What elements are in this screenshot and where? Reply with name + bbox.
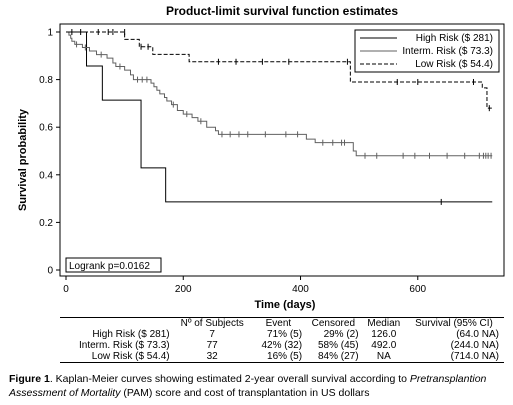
header-survival-ci: Survival (95% CI) (415, 318, 493, 329)
header-event: Event (265, 318, 292, 329)
header-group (62, 318, 173, 329)
table-row: High Risk ($ 281) 7 71% (5) 29% (2) 126.… (62, 329, 502, 340)
logrank-box (65, 257, 162, 273)
caption-label: Figure 1 (9, 373, 50, 385)
row-subjects: 32 (206, 351, 218, 362)
table-row: Low Risk ($ 54.4) 32 16% (5) 84% (27) NA… (62, 351, 502, 362)
km-chart: Product-limit survival function estimate… (17, 4, 505, 311)
row-median: 492.0 (371, 340, 397, 351)
table-row: Interm. Risk ($ 73.3) 77 42% (32) 58% (4… (62, 340, 502, 351)
legend-label-high-risk: High Risk ($ 281) (416, 33, 493, 44)
logrank-text: Logrank p=0.0162 (69, 261, 150, 272)
legend-label-interm-risk: Interm. Risk ($ 73.3) (402, 46, 493, 57)
row-label: Low Risk ($ 54.4) (91, 351, 170, 362)
y-axis-label: Survival probability (17, 108, 29, 211)
x-tick-label: 0 (63, 284, 69, 295)
y-tick-label: 0.6 (39, 123, 53, 134)
series-line-high-risk (66, 31, 493, 203)
row-median: NA (376, 351, 391, 362)
table-bottom-rule (60, 362, 504, 363)
row-subjects: 77 (206, 340, 218, 351)
series-line-interm-risk (66, 31, 493, 157)
figure-caption: Figure 1. Kaplan-Meier curves showing es… (9, 372, 507, 400)
row-event: 71% (5) (267, 329, 303, 340)
row-survival-ci: (244.0 NA) (450, 340, 499, 351)
row-subjects: 7 (209, 329, 215, 340)
x-tick-label: 200 (175, 284, 192, 295)
y-tick-label: 0.2 (39, 218, 53, 229)
header-censored: Censored (311, 318, 355, 329)
row-censored: 58% (45) (318, 340, 359, 351)
table-top-rule (60, 317, 504, 318)
x-axis-label: Time (days) (255, 299, 316, 311)
caption-text-2: (PAM) score and cost of transplantation … (120, 387, 370, 399)
logrank-annotation: Logrank p=0.0162 (65, 257, 162, 273)
row-median: 126.0 (371, 329, 397, 340)
y-tick-label: 0.4 (39, 170, 53, 181)
series-line-low-risk (66, 31, 493, 109)
x-tick-label: 400 (292, 284, 309, 295)
row-event: 16% (5) (267, 351, 303, 362)
series-layer (66, 29, 493, 205)
y-tick-label: 0.8 (39, 75, 53, 86)
x-tick-label: 600 (409, 284, 426, 295)
row-survival-ci: (714.0 NA) (450, 351, 499, 362)
caption-italic: Pretransplantion Assessment of Mortality (9, 373, 487, 399)
y-tick-label: 1 (47, 28, 53, 39)
axes: 0 0.2 0.4 0.6 0.8 1 0 200 400 600 (39, 28, 426, 296)
survival-stats-table: Nº of Subjects Event Censored Median Sur… (62, 318, 502, 362)
row-event: 42% (32) (261, 340, 303, 351)
row-censored: 84% (27) (318, 351, 359, 362)
header-subjects: Nº of Subjects (180, 318, 244, 329)
row-label: High Risk ($ 281) (92, 329, 170, 340)
row-survival-ci: (64.0 NA) (456, 329, 499, 340)
legend: High Risk ($ 281) Interm. Risk ($ 73.3) … (354, 29, 500, 73)
caption-text-1: . Kaplan-Meier curves showing estimated … (49, 373, 410, 385)
plot-frame (59, 23, 505, 277)
chart-title: Product-limit survival function estimate… (166, 4, 398, 18)
header-median: Median (367, 318, 401, 329)
row-censored: 29% (2) (323, 329, 359, 340)
legend-label-low-risk: Low Risk ($ 54.4) (415, 59, 493, 70)
row-label: Interm. Risk ($ 73.3) (79, 340, 170, 351)
table-header-row: Nº of Subjects Event Censored Median Sur… (62, 318, 502, 329)
y-tick-label: 0 (47, 266, 53, 277)
